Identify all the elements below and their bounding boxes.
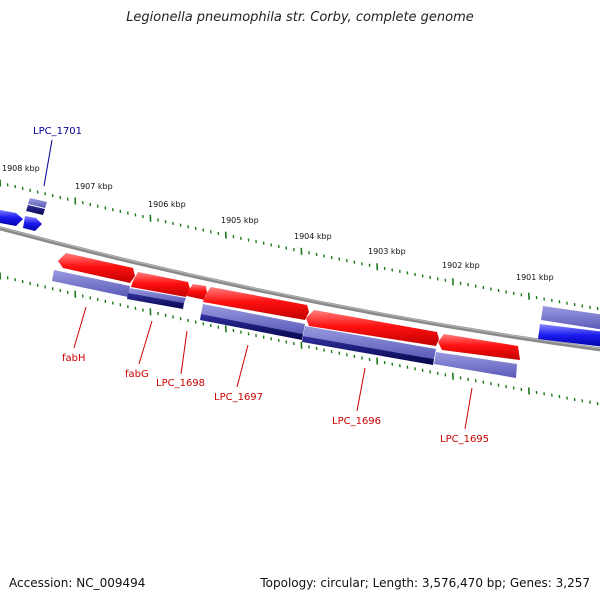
scale-label-1905: 1905 kbp: [221, 216, 259, 225]
cds-fabH-lavender[interactable]: [52, 270, 130, 297]
gene-lpc1698-arrow[interactable]: [187, 284, 207, 300]
gene-lpc1697-arrow[interactable]: [203, 287, 309, 320]
gene-labels: LPC_1701 fabH fabG LPC_1698 LPC_1697 LPC…: [33, 126, 489, 445]
cds-lpc1696-navy[interactable]: [302, 336, 434, 365]
leader-lpc1695: [464, 387, 473, 430]
scale-label-1901: 1901 kbp: [516, 273, 554, 282]
scale-label-1904: 1904 kbp: [294, 232, 332, 241]
leader-lpc1698: [180, 330, 188, 375]
genome-summary-text: Topology: circular; Length: 3,576,470 bp…: [260, 576, 590, 590]
gene-label-lpc1696[interactable]: LPC_1696: [332, 416, 381, 427]
cds-right-lavender[interactable]: [541, 306, 600, 330]
gene-label-fabH[interactable]: fabH: [62, 353, 86, 364]
gene-reverse-arrow-2[interactable]: [23, 216, 42, 231]
gene-fabH-arrow[interactable]: [58, 253, 135, 283]
gene-label-lpc1698[interactable]: LPC_1698: [156, 378, 205, 389]
scale-labels: 1908 kbp 1907 kbp 1906 kbp 1905 kbp 1904…: [2, 164, 554, 282]
accession-text: Accession: NC_009494: [9, 576, 146, 590]
cds-lpc1696-lavender[interactable]: [303, 326, 436, 359]
cds-fabG-navy[interactable]: [127, 293, 184, 309]
leader-fabG: [138, 320, 153, 365]
scale-label-1908: 1908 kbp: [2, 164, 40, 173]
genome-backbone: [0, 226, 600, 352]
gene-fabG-arrow[interactable]: [131, 272, 190, 297]
scale-label-1903: 1903 kbp: [368, 247, 406, 256]
gene-reverse-arrow-1[interactable]: [0, 209, 23, 226]
gene-label-lpc1695[interactable]: LPC_1695: [440, 434, 489, 445]
cds-lpc1697-navy[interactable]: [200, 314, 303, 340]
gene-label-lpc1701[interactable]: LPC_1701: [33, 126, 82, 137]
gene-label-fabG[interactable]: fabG: [125, 369, 149, 380]
cds-lpc1701-lavender[interactable]: [28, 198, 47, 208]
gene-lpc1696-arrow[interactable]: [306, 310, 439, 346]
scale-label-1906: 1906 kbp: [148, 200, 186, 209]
cds-lpc1697-lavender[interactable]: [201, 304, 305, 334]
cds-fabG-lavender[interactable]: [128, 288, 186, 303]
leader-lpc1696: [356, 367, 366, 412]
inner-tick-track: [0, 272, 599, 406]
leader-fabH: [73, 306, 87, 349]
gene-label-lpc1697[interactable]: LPC_1697: [214, 392, 263, 403]
outer-tick-track: [0, 179, 599, 311]
cds-lpc1695-lavender[interactable]: [434, 352, 517, 378]
gene-lpc1695-arrow[interactable]: [438, 334, 520, 360]
scale-label-1902: 1902 kbp: [442, 261, 480, 270]
cds-lpc1701-navy[interactable]: [26, 205, 45, 215]
map-title: Legionella pneumophila str. Corby, compl…: [126, 10, 474, 25]
label-leaders: [43, 139, 473, 430]
leader-lpc1701: [43, 139, 53, 187]
scale-label-1907: 1907 kbp: [75, 182, 113, 191]
leader-lpc1697: [236, 344, 249, 388]
gene-right-blue[interactable]: [538, 324, 600, 347]
